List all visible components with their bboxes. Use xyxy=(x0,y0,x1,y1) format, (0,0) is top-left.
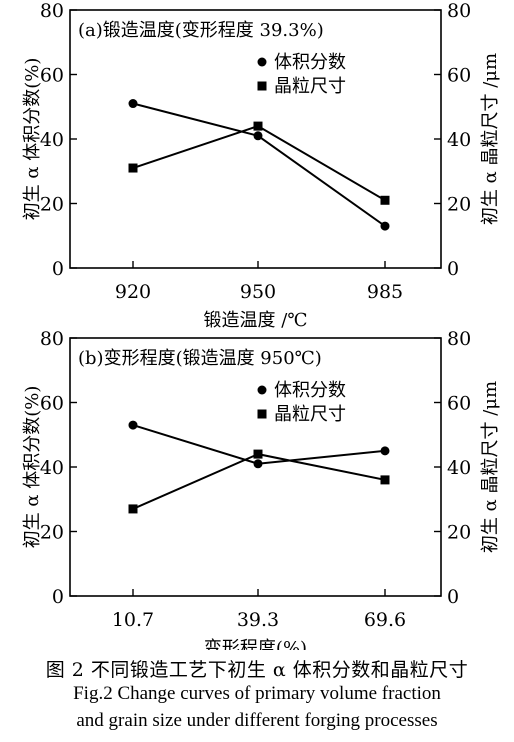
data-point-volume-fraction xyxy=(128,420,138,430)
figure-charts: 0 20 40 60 80 0 20 40 60 80 920 950 985 锻造温度 /℃ 初生 α 体… xyxy=(22,0,501,650)
y2-axis-label: 初生 α 晶粒尺寸 /μm xyxy=(480,381,501,553)
y-tick-label: 0 xyxy=(52,586,64,608)
figure-caption-english-line2: and grain size under different forging p… xyxy=(76,710,438,731)
data-point-volume-fraction xyxy=(380,221,390,231)
figure-caption-chinese: 图 2 不同锻造工艺下初生 α 体积分数和晶粒尺寸 xyxy=(45,659,469,681)
y-tick-label: 60 xyxy=(40,65,64,87)
y2-tick-label: 20 xyxy=(447,522,471,544)
y2-tick-label: 0 xyxy=(447,258,459,280)
y-tick-label: 40 xyxy=(40,129,64,151)
panel-title: (a)锻造温度(变形程度 39.3%) xyxy=(78,20,324,41)
x-tick-label: 69.6 xyxy=(364,609,406,631)
x-tick-label: 985 xyxy=(367,281,403,303)
legend-label: 体积分数 xyxy=(274,52,346,73)
x-tick-label: 39.3 xyxy=(237,609,279,631)
y-tick-label: 80 xyxy=(40,328,64,350)
legend-marker-square xyxy=(257,81,267,91)
y2-tick-label: 80 xyxy=(447,0,471,22)
chart-panel-a: 0 20 40 60 80 0 20 40 60 80 920 950 985 锻造温度 /℃ 初生 α 体… xyxy=(22,0,501,331)
legend-marker-square xyxy=(257,409,267,419)
chart-panel-b: 0 20 40 60 80 0 20 40 60 80 10.7 39.3 69.6 变形程度(%) 初生 … xyxy=(22,328,501,650)
y2-tick-label: 0 xyxy=(447,586,459,608)
y-tick-label: 20 xyxy=(40,194,64,216)
data-point-volume-fraction xyxy=(128,99,138,109)
y2-tick-label: 60 xyxy=(447,393,471,415)
legend-marker-circle xyxy=(257,385,267,395)
data-point-volume-fraction xyxy=(253,459,263,469)
data-point-grain-size xyxy=(128,504,138,514)
y2-tick-label: 80 xyxy=(447,328,471,350)
x-tick-label: 10.7 xyxy=(112,609,154,631)
y2-tick-label: 60 xyxy=(447,65,471,87)
data-point-volume-fraction xyxy=(380,446,390,456)
y2-tick-label: 20 xyxy=(447,194,471,216)
y-tick-label: 0 xyxy=(52,258,64,280)
legend-label: 体积分数 xyxy=(274,380,346,401)
y2-tick-label: 40 xyxy=(447,129,471,151)
y-tick-label: 60 xyxy=(40,393,64,415)
data-point-grain-size xyxy=(128,163,138,173)
data-point-grain-size xyxy=(253,449,263,459)
y-tick-label: 80 xyxy=(40,0,64,22)
y-axis-label: 初生 α 体积分数(%) xyxy=(22,386,43,549)
y2-axis-label: 初生 α 晶粒尺寸 /μm xyxy=(480,53,501,225)
data-point-volume-fraction xyxy=(253,131,263,141)
legend-label: 晶粒尺寸 xyxy=(274,76,346,97)
data-point-grain-size xyxy=(380,475,390,485)
data-point-grain-size xyxy=(253,121,263,131)
y-tick-label: 20 xyxy=(40,522,64,544)
figure-caption-english-line1: Fig.2 Change curves of primary volume fr… xyxy=(73,683,441,704)
legend-label: 晶粒尺寸 xyxy=(274,404,346,425)
y-tick-label: 40 xyxy=(40,457,64,479)
legend-marker-circle xyxy=(257,57,267,67)
y2-tick-label: 40 xyxy=(447,457,471,479)
panel-title: (b)变形程度(锻造温度 950℃) xyxy=(78,348,322,369)
data-point-grain-size xyxy=(380,195,390,205)
x-tick-label: 920 xyxy=(115,281,151,303)
x-axis-label: 锻造温度 /℃ xyxy=(204,310,308,331)
x-tick-label: 950 xyxy=(240,281,276,303)
y-axis-label: 初生 α 体积分数(%) xyxy=(22,58,43,221)
x-axis-label: 变形程度(%) xyxy=(204,638,307,650)
